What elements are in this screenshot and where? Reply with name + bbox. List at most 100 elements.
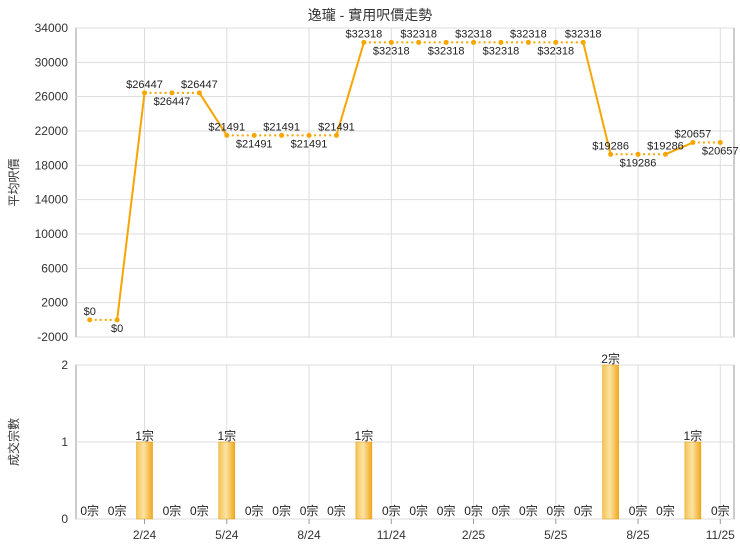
y-tick-label: -2000 <box>37 330 68 344</box>
price-point <box>169 90 175 96</box>
transaction-bar-panel: 祥一祥一祥一012成交宗數0宗0宗1宗0宗0宗1宗0宗0宗0宗0宗1宗0宗0宗0… <box>6 351 735 542</box>
price-data-label: $21491 <box>236 138 273 150</box>
transaction-bar <box>218 441 236 520</box>
x-tick-label: 8/25 <box>626 528 650 542</box>
y-axis-title: 平均呎價 <box>7 158 21 206</box>
price-point <box>361 39 367 45</box>
x-tick-label: 5/24 <box>215 528 239 542</box>
price-data-label: $21491 <box>263 121 300 133</box>
price-line-segment <box>335 42 365 136</box>
price-line-segment <box>116 92 146 320</box>
bar-data-label: 0宗 <box>245 503 264 518</box>
y-tick-label: 14000 <box>35 193 69 207</box>
bar-data-label: 0宗 <box>300 503 319 518</box>
y-tick-label: 26000 <box>35 90 69 104</box>
chart-title: 逸瓏 - 實用呎價走勢 <box>308 7 432 23</box>
price-data-label: $32318 <box>455 28 492 40</box>
price-data-label: $26447 <box>126 79 163 91</box>
price-data-label: $26447 <box>181 79 218 91</box>
y-tick-label: 22000 <box>35 124 69 138</box>
bar-data-label: 0宗 <box>272 503 291 518</box>
price-point <box>525 39 531 45</box>
bar-data-label: 1宗 <box>217 428 236 443</box>
bar-data-label: 0宗 <box>711 503 730 518</box>
y-tick-label: 30000 <box>35 55 69 69</box>
price-data-label: $32318 <box>373 45 410 57</box>
price-point <box>471 39 477 45</box>
y-tick-label: 34000 <box>35 21 69 35</box>
transaction-bar <box>602 364 619 520</box>
price-point <box>224 132 230 138</box>
price-point <box>251 132 257 138</box>
price-data-label: $0 <box>84 306 96 318</box>
price-point <box>580 39 586 45</box>
price-line-segment <box>665 141 694 156</box>
bar-data-label: 0宗 <box>629 503 648 518</box>
price-data-label: $21491 <box>291 138 328 150</box>
price-data-label: $19286 <box>647 140 684 152</box>
price-point <box>416 39 422 45</box>
price-data-label: $32318 <box>428 45 465 57</box>
price-point <box>553 39 559 45</box>
price-point <box>388 39 394 45</box>
y-tick-label: 6000 <box>41 261 68 275</box>
bar-data-label: 0宗 <box>163 503 182 518</box>
plot-frame <box>75 27 735 338</box>
price-point <box>717 140 723 146</box>
transaction-bar <box>355 441 373 520</box>
price-point <box>443 39 449 45</box>
price-line-segment <box>198 92 228 136</box>
transaction-bar <box>136 441 153 520</box>
bar-data-label: 2宗 <box>601 351 620 366</box>
price-point <box>279 132 285 138</box>
price-data-label: $32318 <box>400 28 437 40</box>
bar-data-label: 0宗 <box>574 503 593 518</box>
price-data-label: $32318 <box>510 28 547 40</box>
price-point <box>690 140 696 146</box>
x-tick-label: 11/25 <box>706 528 735 542</box>
price-data-label: $0 <box>111 323 123 335</box>
price-data-label: $20657 <box>702 146 739 158</box>
price-data-label: $21491 <box>318 121 355 133</box>
price-data-label: $32318 <box>346 28 383 40</box>
bar-data-label: 0宗 <box>382 503 401 518</box>
price-point <box>662 151 668 157</box>
price-data-label: $20657 <box>675 129 712 141</box>
bar-data-label: 0宗 <box>80 503 99 518</box>
price-point <box>608 151 614 157</box>
y-tick-label: 1 <box>61 435 68 449</box>
bar-data-label: 0宗 <box>437 503 456 518</box>
price-data-label: $32318 <box>565 28 602 40</box>
bar-data-label: 0宗 <box>409 503 428 518</box>
bar-data-label: 0宗 <box>656 503 675 518</box>
y-tick-label: 18000 <box>35 158 69 172</box>
transaction-bar <box>684 441 702 520</box>
x-tick-label: 5/25 <box>544 528 568 542</box>
bar-data-label: 1宗 <box>355 428 374 443</box>
price-point <box>333 132 339 138</box>
price-point <box>142 90 148 96</box>
price-data-label: $21491 <box>208 121 245 133</box>
bar-data-label: 0宗 <box>546 503 565 518</box>
price-data-label: $19286 <box>620 157 657 169</box>
price-point <box>87 317 93 323</box>
price-data-label: $26447 <box>154 96 191 108</box>
price-line-segment <box>582 42 612 155</box>
bar-data-label: 1宗 <box>684 428 703 443</box>
price-point <box>196 90 202 96</box>
price-data-label: $19286 <box>592 140 629 152</box>
y-tick-label: 0 <box>61 512 68 526</box>
y-axis-title: 成交宗數 <box>6 418 21 466</box>
bar-data-label: 0宗 <box>327 503 346 518</box>
y-tick-label: 2000 <box>41 296 68 310</box>
x-tick-label: 2/24 <box>133 528 157 542</box>
y-tick-label: 2 <box>61 358 68 372</box>
price-data-label: $32318 <box>537 45 574 57</box>
price-point <box>498 39 504 45</box>
bar-data-label: 0宗 <box>492 503 511 518</box>
price-point <box>114 317 120 323</box>
bar-data-label: 0宗 <box>108 503 127 518</box>
x-tick-label: 8/24 <box>297 528 321 542</box>
x-tick-label: 2/25 <box>462 528 486 542</box>
price-data-label: $32318 <box>483 45 520 57</box>
